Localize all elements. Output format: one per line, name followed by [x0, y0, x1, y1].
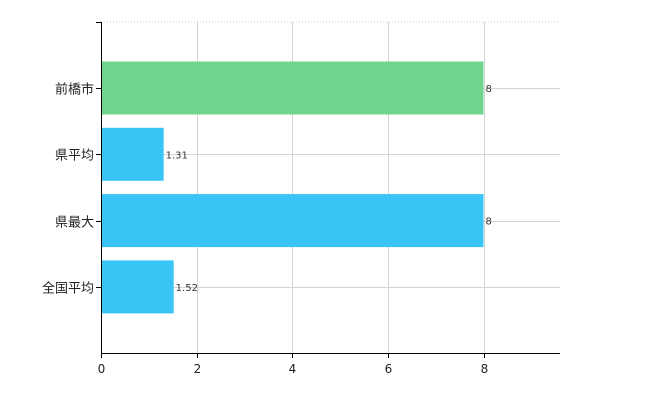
bar [101, 194, 484, 248]
bars [101, 61, 484, 314]
data-label: 1.52 [176, 283, 198, 294]
data-label: 8 [486, 217, 492, 228]
x-tick-label: 2 [194, 362, 202, 376]
data-label: 1.31 [166, 150, 188, 161]
axes [96, 22, 560, 358]
x-tick-label: 4 [289, 362, 297, 376]
x-tick-label: 6 [385, 362, 393, 376]
category-label: 県最大 [55, 216, 94, 231]
category-label: 県平均 [55, 149, 94, 164]
bar [101, 61, 484, 115]
data-label: 8 [486, 84, 492, 95]
x-tick-label: 0 [98, 362, 106, 376]
bar [101, 260, 174, 314]
bar [101, 127, 164, 181]
category-label: 前橋市 [55, 82, 94, 98]
x-tick-label: 8 [481, 362, 489, 376]
category-label: 全国平均 [42, 281, 94, 297]
